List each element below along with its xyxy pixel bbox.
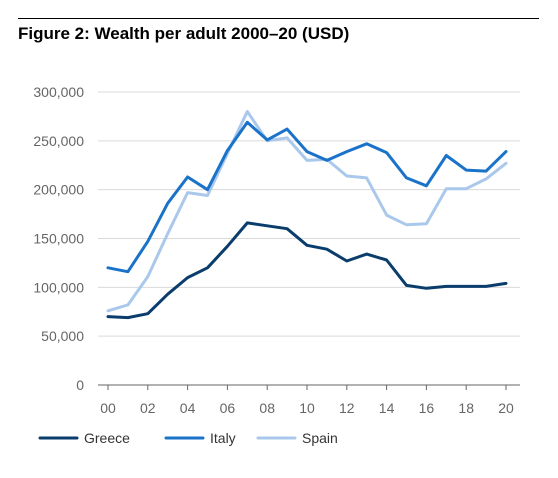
x-tick-label: 00 bbox=[100, 400, 116, 416]
x-tick-label: 04 bbox=[180, 400, 196, 416]
series-line-italy bbox=[106, 120, 508, 274]
y-tick-label: 0 bbox=[76, 377, 84, 393]
series-line-spain bbox=[106, 110, 508, 313]
y-tick-label: 200,000 bbox=[33, 182, 84, 198]
x-tick-label: 02 bbox=[140, 400, 156, 416]
x-tick-label: 06 bbox=[220, 400, 236, 416]
legend-label-greece: Greece bbox=[84, 430, 130, 446]
x-tick-label: 18 bbox=[458, 400, 474, 416]
x-tick-label: 12 bbox=[339, 400, 355, 416]
chart-title: Figure 2: Wealth per adult 2000–20 (USD) bbox=[18, 24, 350, 43]
legend-label-italy: Italy bbox=[210, 430, 236, 446]
y-tick-label: 150,000 bbox=[33, 231, 84, 247]
title-rule bbox=[18, 18, 539, 19]
y-tick-label: 250,000 bbox=[33, 133, 84, 149]
x-tick-label: 10 bbox=[299, 400, 315, 416]
x-tick-label: 20 bbox=[498, 400, 514, 416]
legend-label-spain: Spain bbox=[302, 430, 338, 446]
x-tick-label: 08 bbox=[259, 400, 275, 416]
x-tick-label: 14 bbox=[379, 400, 395, 416]
series-line-greece bbox=[106, 221, 508, 320]
y-tick-label: 50,000 bbox=[41, 328, 84, 344]
y-tick-label: 300,000 bbox=[33, 84, 84, 100]
y-tick-label: 100,000 bbox=[33, 279, 84, 295]
x-tick-label: 16 bbox=[419, 400, 435, 416]
